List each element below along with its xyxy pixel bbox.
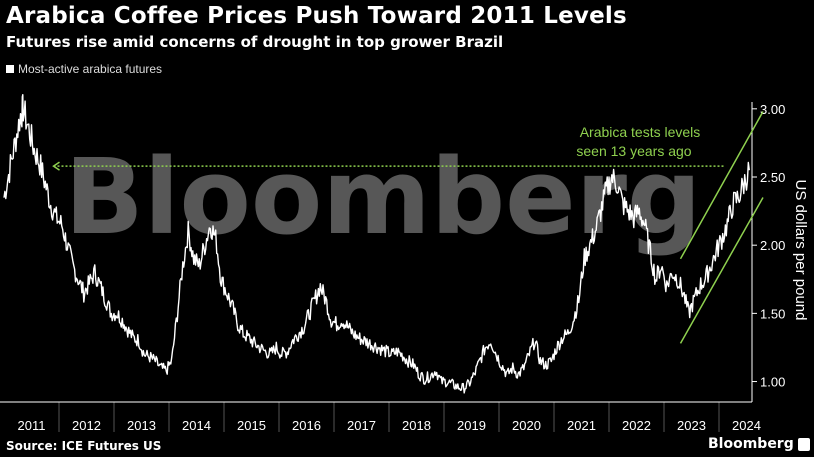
annotation-line-1: Arabica tests levels: [580, 124, 701, 140]
legend: Most-active arabica futures: [6, 62, 162, 76]
x-tick-label: 2017: [347, 418, 376, 433]
channel-upper: [679, 111, 764, 260]
brand-logo: Bloomberg: [708, 436, 794, 452]
x-tick-label: 2021: [567, 418, 596, 433]
y-tick-label: 2.00: [760, 238, 785, 253]
reference-arrowhead: [52, 161, 60, 171]
year-gridlines: [58, 402, 720, 432]
legend-swatch: [6, 65, 14, 73]
x-tick-label: 2013: [127, 418, 156, 433]
legend-label: Most-active arabica futures: [18, 62, 163, 76]
bloomberg-app-icon: [798, 438, 810, 451]
x-tick-label: 2020: [512, 418, 541, 433]
reference-line: [52, 161, 725, 171]
annotation-line-2: seen 13 years ago: [576, 143, 691, 159]
channel-lower: [679, 197, 764, 344]
source-note: Source: ICE Futures US: [6, 439, 162, 453]
y-axis-ticks: 1.00 1.50 2.00 2.50 3.00: [752, 102, 785, 390]
x-tick-label: 2015: [237, 418, 266, 433]
y-tick-label: 1.00: [760, 375, 785, 390]
x-tick-label: 2016: [292, 418, 321, 433]
y-tick-label: 3.00: [760, 102, 785, 117]
chart-subtitle: Futures rise amid concerns of drought in…: [6, 33, 504, 51]
x-tick-label: 2014: [182, 418, 211, 433]
x-tick-label: 2012: [72, 418, 101, 433]
chart-title: Arabica Coffee Prices Push Toward 2011 L…: [6, 3, 627, 29]
x-tick-label: 2019: [457, 418, 486, 433]
y-tick-label: 1.50: [760, 306, 785, 321]
x-axis-ticks: 2011 2012 2013 2014 2015 2016 2017 2018 2019 2020…: [18, 418, 761, 433]
x-tick-label: 2018: [402, 418, 431, 433]
x-tick-label: 2024: [732, 418, 761, 433]
y-tick-label: 2.50: [760, 170, 785, 185]
y-axis-label: US dollars per pound: [792, 180, 809, 321]
x-tick-label: 2022: [622, 418, 651, 433]
x-tick-label: 2011: [18, 418, 46, 433]
series-line: [3, 94, 750, 394]
trend-channel: [679, 111, 764, 344]
x-tick-label: 2023: [677, 418, 706, 433]
